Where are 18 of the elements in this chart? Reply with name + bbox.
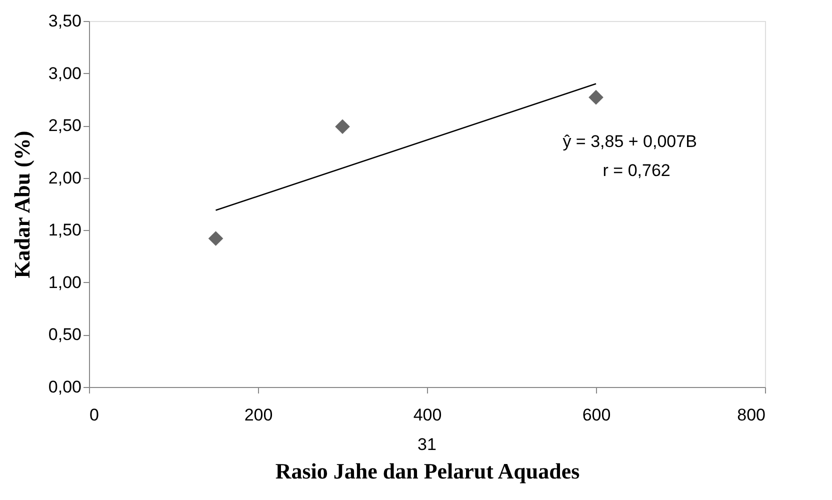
y-tick-label: 0,00 <box>48 378 82 396</box>
y-tick-label: 1,50 <box>48 220 82 240</box>
y-tick-label: 3,50 <box>48 12 82 30</box>
x-tick-label: 0 <box>90 406 99 424</box>
y-tick-label: 0,50 <box>48 325 82 344</box>
annotation: ŷ = 3,85 + 0,007B <box>562 132 697 151</box>
text: 31 <box>418 435 436 454</box>
x-tick-label: 600 <box>582 406 611 424</box>
y-tick-label: 3,00 <box>48 64 82 83</box>
y-tick-label: 2,00 <box>48 168 82 188</box>
x-axis-title: Rasio Jahe dan Pelarut Aquades <box>275 458 580 484</box>
y-tick-label: 1,00 <box>48 272 82 292</box>
y-axis-title: Kadar Abu (%) <box>9 130 34 278</box>
x-tick-label: 800 <box>737 406 766 424</box>
x-tick-label: 200 <box>244 406 273 424</box>
y-tick-label: 2,50 <box>48 116 82 136</box>
x-tick-label: 400 <box>413 406 442 424</box>
annotation: r = 0,762 <box>602 161 670 180</box>
